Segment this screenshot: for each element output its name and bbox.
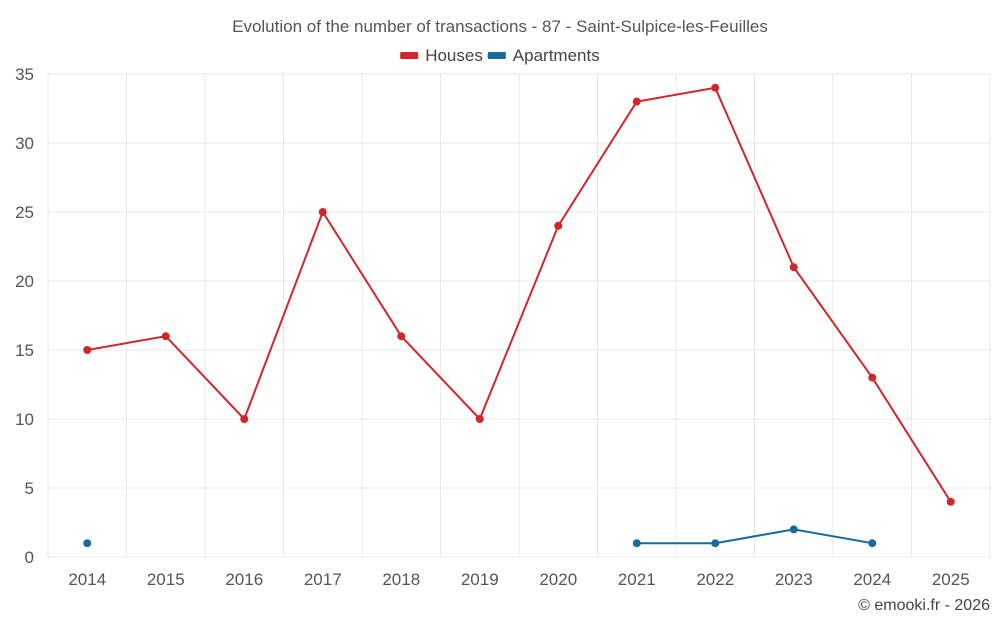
y-tick-label: 30 (15, 134, 34, 153)
legend-label: Apartments (513, 46, 600, 65)
legend-swatch (487, 52, 506, 59)
y-tick-label: 5 (25, 479, 34, 498)
x-axis: 2014 2015 2016 2017 2018 2019 2020 2021 2022 2023… (68, 570, 969, 589)
x-tick-label: 2023 (775, 570, 813, 589)
y-axis: 0 5 10 15 20 25 30 35 (15, 65, 34, 567)
houses-data-point (632, 97, 641, 106)
grid (47, 73, 991, 558)
legend-item-apartments[interactable]: Apartments (487, 46, 600, 65)
houses-data-point (240, 415, 249, 423)
x-tick-label: 2017 (304, 570, 342, 589)
y-tick-label: 15 (15, 341, 34, 360)
x-tick-label: 2018 (382, 570, 420, 589)
houses-data-point (318, 208, 327, 216)
x-tick-label: 2021 (618, 570, 656, 589)
y-tick-label: 0 (25, 548, 34, 567)
houses-data-point (475, 415, 484, 423)
credit-text: © emooki.fr - 2026 (858, 597, 990, 614)
x-tick-label: 2014 (68, 570, 106, 589)
x-tick-label: 2025 (932, 570, 970, 589)
apartments-data-point (83, 539, 92, 548)
x-tick-label: 2019 (461, 570, 499, 589)
x-tick-label: 2024 (853, 570, 891, 589)
houses-data-point (83, 346, 92, 354)
apartments-data-point (789, 525, 798, 534)
y-tick-label: 35 (15, 65, 34, 84)
chart-title: Evolution of the number of transactions … (232, 17, 768, 36)
houses-data-point (868, 373, 877, 382)
houses-series-line (87, 86, 952, 503)
x-tick-label: 2016 (225, 570, 263, 589)
apartments-data-point (711, 539, 720, 548)
legend: Houses Apartments (400, 46, 600, 65)
houses-data-point (554, 221, 563, 230)
y-tick-label: 20 (15, 272, 34, 291)
y-tick-label: 25 (15, 203, 34, 222)
x-tick-label: 2015 (147, 570, 185, 589)
houses-data-point (946, 497, 955, 506)
houses-data-point (789, 263, 798, 272)
x-tick-label: 2020 (539, 570, 577, 589)
legend-item-houses[interactable]: Houses (400, 46, 483, 65)
houses-data-point (711, 83, 720, 92)
legend-label: Houses (425, 46, 483, 65)
apartments-data-point (868, 539, 877, 548)
apartments-data-point (632, 539, 641, 548)
legend-swatch (400, 52, 419, 59)
houses-data-point (161, 332, 170, 341)
y-tick-label: 10 (15, 410, 34, 429)
series-group (83, 83, 955, 548)
x-tick-label: 2022 (696, 570, 734, 589)
apartments-series-line (636, 528, 873, 545)
houses-data-point (397, 332, 406, 341)
